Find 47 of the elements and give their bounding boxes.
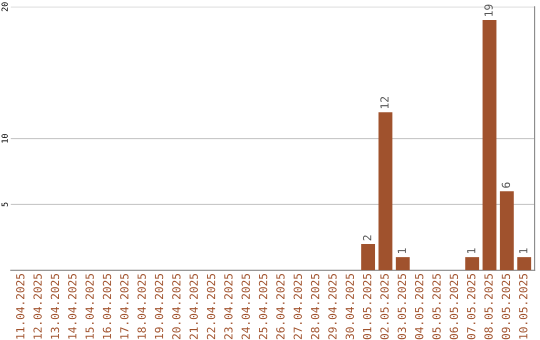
bar	[500, 191, 514, 270]
x-tick-label: 12.04.2025	[33, 274, 42, 339]
x-tick-label: 25.04.2025	[258, 274, 268, 340]
x-tick-label: 17.04.2025	[120, 274, 129, 339]
data-label: 1	[398, 248, 406, 254]
data-label: 6	[502, 182, 510, 188]
data-label: 1	[467, 248, 476, 254]
x-tick-label: 11.04.2025	[16, 274, 24, 339]
x-tick-label: 27.04.2025	[294, 274, 302, 340]
x-tick-label: 30.04.2025	[346, 274, 354, 340]
x-tick-label: 20.04.2025	[172, 274, 181, 340]
x-tick-label: 28.04.2025	[310, 274, 320, 340]
x-tick-label: 04.05.2025	[414, 274, 424, 340]
x-tick-label: 16.04.2025	[102, 274, 112, 339]
x-tick-label: 13.04.2025	[50, 274, 60, 339]
x-tick-label: 07.05.2025	[467, 274, 476, 340]
x-tick-label: 03.05.2025	[398, 274, 406, 340]
x-tick-label: 29.04.2025	[328, 274, 337, 340]
bar	[361, 244, 376, 270]
x-tick-label: 05.05.2025	[432, 274, 441, 340]
x-tick-label: 09.05.2025	[502, 274, 510, 340]
x-tick-label: 06.05.2025	[450, 274, 458, 340]
x-tick-label: 10.05.2025	[519, 274, 528, 339]
bar	[482, 20, 496, 270]
data-label: 1	[519, 248, 528, 254]
x-tick-label: 19.04.2025	[154, 274, 164, 339]
x-tick-label: 22.04.2025	[206, 274, 216, 340]
x-tick-label: 01.05.2025	[362, 274, 372, 340]
x-tick-label: 24.04.2025	[242, 274, 250, 340]
bar	[517, 257, 532, 270]
x-tick-label: 08.05.2025	[484, 274, 493, 340]
data-label: 2	[362, 235, 372, 240]
x-tick-label: 21.04.2025	[190, 274, 198, 340]
x-tick-label: 26.04.2025	[276, 274, 285, 340]
bar	[396, 257, 410, 270]
x-tick-label: 02.05.2025	[380, 274, 389, 340]
y-tick-label: 10	[1, 134, 8, 143]
y-tick-label: 5	[2, 202, 8, 206]
x-tick-label: 14.04.2025	[68, 274, 76, 339]
x-tick-label: 18.04.2025	[137, 274, 146, 339]
data-label: 12	[380, 96, 389, 108]
x-tick-label: 15.04.2025	[85, 274, 94, 339]
bar	[465, 257, 480, 270]
x-tick-label: 23.04.2025	[224, 274, 233, 340]
y-tick-label: 20	[1, 2, 8, 12]
data-label: 19	[484, 4, 493, 16]
bar	[378, 112, 392, 270]
